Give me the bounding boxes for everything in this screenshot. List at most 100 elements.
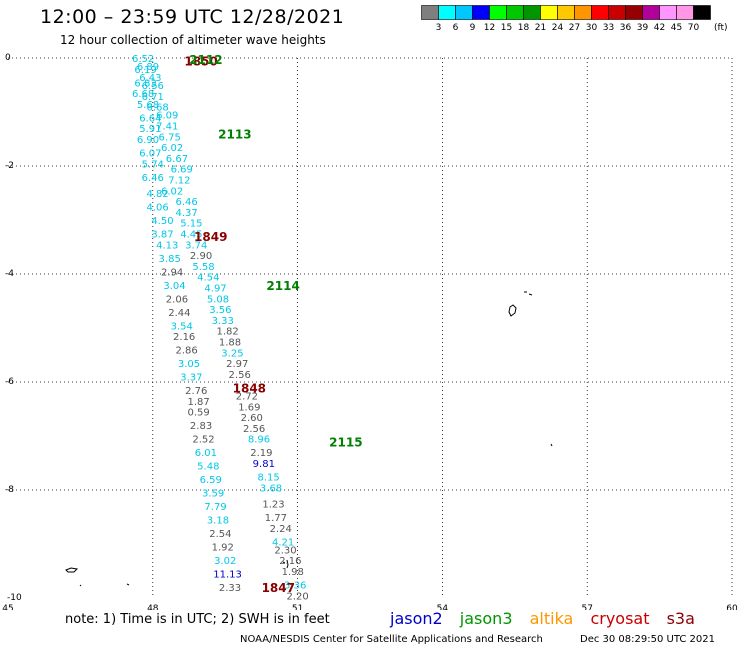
wave-height-value: 3.74 [185, 240, 207, 251]
legend-jason2: jason2 [390, 609, 443, 628]
wave-height-value: 5.68 [137, 100, 159, 111]
wave-height-value: 4.82 [146, 189, 168, 200]
colorbar-label: 3 [436, 23, 442, 33]
wave-height-value: 6.52 [132, 54, 154, 65]
y-tick-label: -6 [5, 377, 14, 387]
wave-height-value: 3.54 [171, 321, 193, 332]
graticule [8, 57, 733, 598]
wave-height-value: 2.56 [243, 424, 265, 435]
wave-height-value: 3.87 [151, 230, 173, 241]
colorbar-label: 39 [637, 23, 649, 33]
wave-height-value: 2.60 [241, 413, 263, 424]
wave-height-value: 4.97 [204, 284, 226, 295]
pass-label: 2112 [189, 53, 222, 67]
colorbar-label: 30 [586, 23, 598, 33]
wave-height-value: 5.74 [142, 159, 164, 170]
wave-height-value: 6.75 [159, 132, 181, 143]
wave-height-value: 3.18 [207, 516, 229, 527]
colorbar-label: 33 [603, 23, 614, 33]
x-tick-label: 48 [147, 604, 159, 610]
wave-height-value: 6.46 [175, 197, 197, 208]
wave-height-value: 3.68 [260, 483, 282, 494]
islands [65, 291, 553, 587]
footer-timestamp: Dec 30 08:29:50 UTC 2021 [580, 634, 715, 645]
wave-height-value: 8.15 [258, 473, 280, 484]
footer-credit: NOAA/NESDIS Center for Satellite Applica… [240, 634, 543, 645]
wave-height-value: 2.30 [274, 545, 296, 556]
wave-height-value: 3.04 [163, 281, 185, 292]
satellite-legend: jason2 jason3 altika cryosat s3a [390, 609, 707, 628]
island-outline [79, 584, 82, 587]
footer-note: note: 1) Time is in UTC; 2) SWH is in fe… [65, 612, 330, 627]
wave-height-value: 5.58 [192, 262, 214, 273]
map-plot: 45 48 51 54 57 60 0 -2 -4 -6 -8 -10 6.526.196.896.43… [2, 53, 738, 610]
wave-height-value: 11.13 [213, 570, 242, 581]
wave-height-value: 2.19 [250, 448, 272, 459]
wave-height-value: 9.81 [253, 459, 275, 470]
legend-s3a: s3a [666, 609, 695, 628]
wave-height-value: 4.13 [156, 240, 178, 251]
colorbar-label: 21 [535, 23, 546, 33]
colorbar-swatch [693, 5, 711, 20]
pass-label: 1850 [184, 55, 217, 69]
x-tick-label: 45 [2, 604, 13, 610]
pass-label: 1849 [194, 230, 227, 244]
wave-height-value: 3.25 [221, 348, 243, 359]
pass-label: 2114 [266, 279, 299, 293]
wave-height-value: 6.02 [161, 143, 183, 154]
wave-height-value: 6.46 [142, 173, 164, 184]
colorbar-label: 70 [688, 23, 700, 33]
wave-height-value: 6.09 [156, 111, 178, 122]
wave-height-values: 6.526.196.896.436.836.566.686.715.686.68… [132, 54, 309, 602]
pass-label: 1848 [233, 381, 266, 395]
y-tick-label: -10 [7, 593, 22, 603]
y-tick-label: -4 [5, 269, 14, 279]
wave-height-value: 3.33 [212, 316, 234, 327]
colorbar-label: 12 [484, 23, 495, 33]
x-tick-label: 60 [726, 604, 738, 610]
wave-height-value: 8.96 [248, 435, 270, 446]
colorbar-label: 36 [620, 23, 632, 33]
island-outline [524, 291, 533, 296]
wave-height-value: 3.36 [284, 581, 306, 592]
wave-height-value: 2.33 [219, 583, 241, 594]
pass-label: 2113 [218, 128, 251, 142]
wave-height-value: 2.76 [185, 386, 207, 397]
wave-height-value: 3.05 [178, 359, 200, 370]
island-outline [126, 583, 130, 586]
wave-height-value: 1.92 [212, 543, 234, 554]
wave-height-value: 4.50 [151, 216, 173, 227]
wave-height-value: 6.02 [161, 186, 183, 197]
island-outline [65, 567, 79, 573]
wave-height-value: 4.37 [175, 208, 197, 219]
wave-height-value: 2.16 [279, 556, 301, 567]
colorbar-unit: (ft) [714, 23, 728, 33]
wave-height-value: 6.07 [139, 149, 161, 160]
wave-height-value: 4.54 [197, 273, 219, 284]
wave-height-value: 4.45 [180, 230, 202, 241]
wave-height-value: 6.69 [171, 165, 193, 176]
colorbar-label: 42 [654, 23, 665, 33]
wave-height-value: 2.16 [173, 332, 195, 343]
wave-height-value: 2.86 [175, 346, 197, 357]
wave-height-value: 3.56 [209, 305, 231, 316]
wave-height-value: 6.90 [137, 135, 159, 146]
wave-height-value: 1.98 [282, 567, 304, 578]
wave-height-value: 6.59 [200, 475, 222, 486]
wave-height-value: 0.59 [188, 408, 210, 419]
wave-height-value: 6.01 [195, 448, 217, 459]
colorbar-label: 9 [470, 23, 476, 33]
y-tick-label: 0 [5, 53, 11, 63]
wave-height-value: 6.83 [134, 78, 156, 89]
wave-height-value: 6.89 [137, 62, 159, 73]
wave-height-value: 3.85 [159, 254, 181, 265]
pass-label: 2115 [329, 435, 362, 449]
wave-height-value: 2.83 [190, 421, 212, 432]
wave-height-value: 6.43 [139, 73, 161, 84]
wave-height-value: 2.24 [270, 524, 292, 535]
island-outline [550, 443, 553, 447]
wave-height-value: 6.19 [134, 65, 156, 76]
colorbar-label: 6 [453, 23, 459, 33]
legend-altika: altika [529, 609, 574, 628]
